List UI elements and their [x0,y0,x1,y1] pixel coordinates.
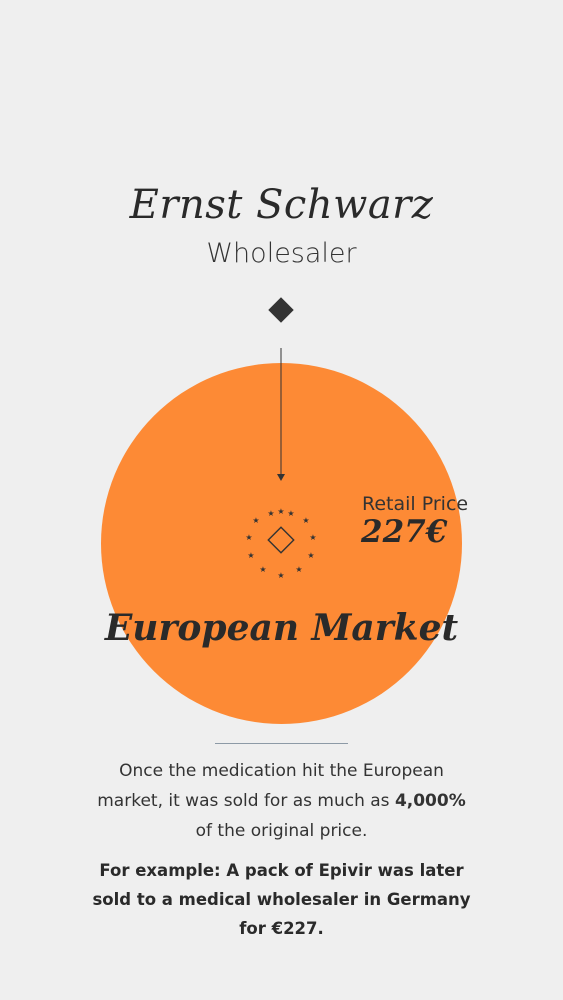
wholesaler-name: Ernst Schwarz [129,182,434,228]
retail-price-value: 227€ [361,514,448,550]
retail-price-label: Retail Price [362,493,469,515]
description-highlight: 4,000% [394,791,466,811]
description-part-1: Once the medication hit the European mar… [97,761,444,811]
section-divider [215,743,348,744]
market-title: European Market [104,607,459,649]
diamond-marker-icon [268,297,294,323]
description-part-2: of the original price. [195,821,368,841]
description-text: Once the medication hit the European mar… [90,756,473,846]
example-text: For example: A pack of Epivir was later … [92,861,471,938]
wholesaler-role: Wholesaler [206,238,357,269]
